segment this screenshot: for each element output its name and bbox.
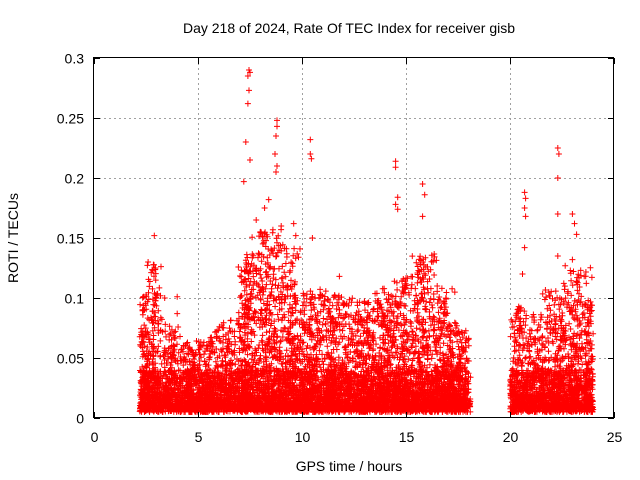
data-points xyxy=(136,67,597,415)
